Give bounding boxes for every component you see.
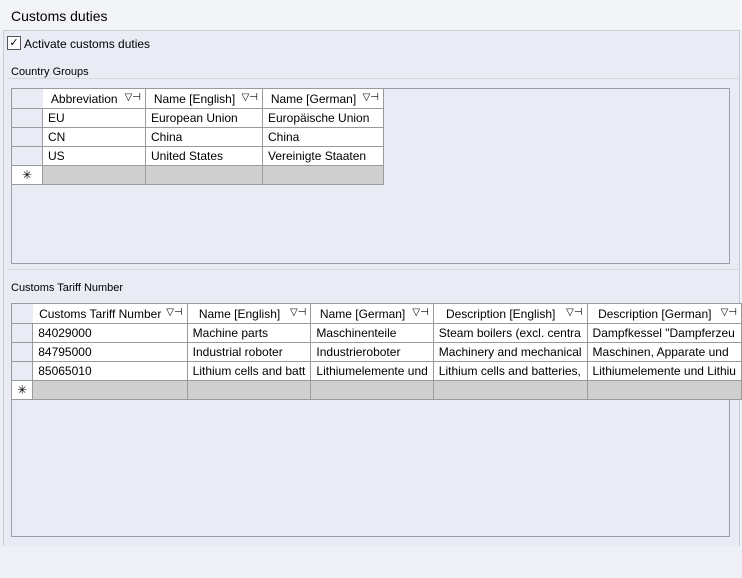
row-header[interactable] [11,127,43,147]
activate-checkbox[interactable]: ✓ [7,36,21,50]
pin-icon[interactable]: ⊣ [728,307,737,318]
country-groups-label: Country Groups [11,66,92,78]
row-header[interactable] [10,342,34,362]
table-cell[interactable]: Lithium cells and batteries, [432,361,588,381]
table-cell[interactable]: Maschinenteile [310,323,434,343]
new-row[interactable]: ✳ [11,165,384,185]
activate-label: Activate customs duties [24,37,151,51]
new-row[interactable]: ✳ [10,380,742,400]
footer [0,546,742,578]
table-row[interactable]: 85065010 Lithium cells and batt Lithiumele… [10,361,742,381]
column-title: Name [English] [153,91,236,106]
column-header[interactable]: Customs Tariff Number ▽⊣ [32,303,188,324]
column-title: Abbreviation [50,91,118,106]
table-cell[interactable]: CN [42,127,146,147]
column-title: Description [English] [445,306,556,321]
tariff-label: Customs Tariff Number [11,282,124,294]
filter-icon[interactable]: ▽ [289,307,298,318]
column-title: Customs Tariff Number [39,306,162,321]
table-cell[interactable]: Industrieroboter [310,342,434,362]
header-row: Customs Tariff Number ▽⊣ Name [English] ▽⊣ N… [10,303,742,324]
table-cell[interactable]: Steam boilers (excl. centra [432,323,588,343]
tariff-table: Customs Tariff Number ▽⊣ Name [English] ▽⊣ N… [10,303,742,400]
column-header[interactable]: Abbreviation ▽⊣ [42,88,146,109]
table-cell[interactable] [586,380,742,400]
table-cell[interactable] [186,380,312,400]
pin-icon[interactable]: ⊣ [173,307,183,318]
pin-icon[interactable]: ⊣ [132,92,141,103]
column-header[interactable]: Name [English] ▽⊣ [186,303,312,324]
row-header[interactable] [11,108,43,128]
column-header[interactable]: Name [English] ▽⊣ [145,88,263,109]
title-bar: Customs duties [0,0,742,30]
table-cell[interactable]: China [262,127,384,147]
table-cell[interactable]: EU [42,108,146,128]
table-cell[interactable]: Lithiumelemente und [310,361,434,381]
column-title: Name [German] [319,306,406,321]
table-cell[interactable]: European Union [145,108,263,128]
corner-cell [10,303,33,324]
table-row[interactable]: 84029000 Machine parts Maschinenteile Steam… [10,323,742,343]
filter-icon[interactable]: ▽ [124,92,133,103]
table-cell[interactable]: Machine parts [186,323,312,343]
column-title: Name [English] [198,306,281,321]
divider [8,269,738,270]
filter-icon[interactable]: ▽ [166,307,174,318]
table-cell[interactable]: United States [145,146,263,166]
row-header[interactable] [10,323,34,343]
table-cell[interactable] [32,380,188,400]
column-header[interactable]: Name [German] ▽⊣ [310,303,434,324]
column-header[interactable]: Name [German] ▽⊣ [262,88,384,109]
filter-icon[interactable]: ▽ [566,307,574,318]
table-cell[interactable]: Machinery and mechanical [432,342,588,362]
table-cell[interactable]: Industrial roboter [186,342,312,362]
table-cell[interactable]: Lithium cells and batt [186,361,312,381]
column-header[interactable]: Description [German] ▽⊣ [586,303,742,324]
table-cell[interactable] [42,165,146,185]
divider [8,78,738,79]
table-cell[interactable]: 85065010 [32,361,188,381]
country-groups-table: Abbreviation ▽⊣ Name [English] ▽⊣ Name [Germ… [11,88,384,185]
column-header[interactable]: Description [English] ▽⊣ [432,303,588,324]
filter-icon[interactable]: ▽ [412,307,421,318]
column-title: Name [German] [270,91,357,106]
table-cell[interactable]: 84029000 [32,323,188,343]
page-title: Customs duties [11,8,108,24]
table-cell[interactable]: 84795000 [32,342,188,362]
table-cell[interactable]: Maschinen, Apparate und [586,342,742,362]
row-header[interactable] [11,146,43,166]
table-cell[interactable]: US [42,146,146,166]
new-row-marker: ✳ [11,165,43,185]
table-row[interactable]: CN China China [11,127,384,147]
filter-icon[interactable]: ▽ [720,307,729,318]
table-cell[interactable] [432,380,588,400]
pin-icon[interactable]: ⊣ [420,307,429,318]
pin-icon[interactable]: ⊣ [249,92,258,103]
pin-icon[interactable]: ⊣ [297,307,307,318]
table-cell[interactable]: China [145,127,263,147]
table-row[interactable]: EU European Union Europäische Union [11,108,384,128]
table-cell[interactable]: Lithiumelemente und Lithiu [586,361,742,381]
column-title: Description [German] [598,306,712,321]
table-row[interactable]: 84795000 Industrial roboter Industrierobot… [10,342,742,362]
new-row-marker: ✳ [10,380,34,400]
filter-icon[interactable]: ▽ [362,92,371,103]
table-cell[interactable]: Vereinigte Staaten [262,146,384,166]
table-row[interactable]: US United States Vereinigte Staaten [11,146,384,166]
row-header[interactable] [10,361,34,381]
table-cell[interactable] [262,165,384,185]
corner-cell [11,88,43,109]
pin-icon[interactable]: ⊣ [573,307,583,318]
table-cell[interactable] [145,165,263,185]
header-row: Abbreviation ▽⊣ Name [English] ▽⊣ Name [Germ… [11,88,384,109]
filter-icon[interactable]: ▽ [241,92,250,103]
pin-icon[interactable]: ⊣ [370,92,379,103]
table-cell[interactable]: Europäische Union [262,108,384,128]
table-cell[interactable] [310,380,434,400]
table-cell[interactable]: Dampfkessel "Dampferzeu [586,323,742,343]
